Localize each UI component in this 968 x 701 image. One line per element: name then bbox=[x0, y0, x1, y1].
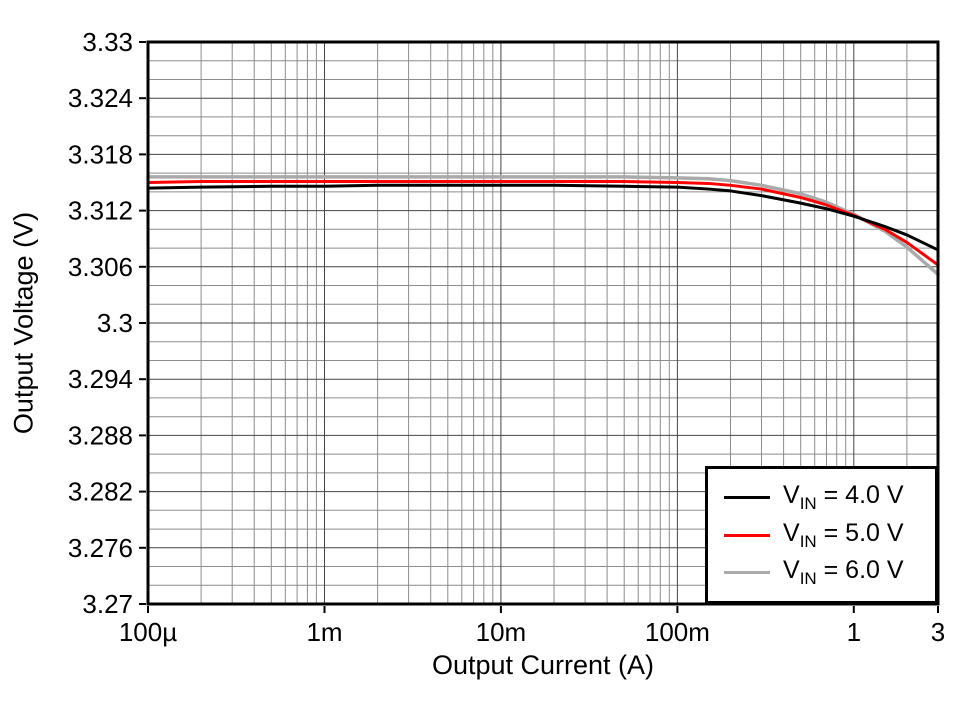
legend-label: VIN = 5.0 V bbox=[783, 518, 904, 551]
plot-frame bbox=[146, 40, 940, 606]
series-line-vin-5-0-v bbox=[146, 180, 940, 267]
series-line-vin-4-0-v bbox=[146, 183, 940, 252]
x-axis-title: Output Current (A) bbox=[431, 650, 655, 680]
x-tick-label: 100µ bbox=[119, 617, 177, 647]
legend-item: VIN = 5.0 V bbox=[724, 518, 931, 551]
y-tick-label: 3.318 bbox=[68, 139, 133, 169]
legend-item: VIN = 6.0 V bbox=[724, 555, 931, 588]
series-lines bbox=[146, 175, 940, 277]
y-tick-label: 3.276 bbox=[68, 533, 133, 563]
legend-line-swatch bbox=[724, 533, 770, 537]
legend-line-swatch bbox=[724, 570, 770, 574]
y-tick-labels: 3.27 3.276 3.282 3.288 3.294 3.3 3.306 3.312 3.3… bbox=[68, 27, 133, 619]
legend-label: VIN = 6.0 V bbox=[783, 555, 904, 588]
axis-ticks bbox=[139, 41, 939, 613]
major-gridlines bbox=[148, 42, 938, 604]
y-tick-label: 3.306 bbox=[68, 252, 133, 282]
x-tick-label: 10m bbox=[476, 617, 527, 647]
y-axis-title: Output Voltage (V) bbox=[8, 211, 39, 435]
x-tick-label: 3 bbox=[931, 617, 945, 647]
y-tick-label: 3.324 bbox=[68, 83, 133, 113]
legend-item: VIN = 4.0 V bbox=[724, 483, 931, 512]
legend: VIN = 4.0 V VIN = 5.0 V VIN = 6.0 V bbox=[705, 466, 938, 604]
x-tick-labels: 100µ 1m 10m 100m 1 3 bbox=[119, 617, 945, 647]
x-tick-label: 1 bbox=[847, 617, 861, 647]
y-tick-label: 3.294 bbox=[68, 364, 133, 394]
x-tick-label: 1m bbox=[306, 617, 342, 647]
y-tick-label: 3.33 bbox=[82, 27, 133, 57]
y-tick-label: 3.27 bbox=[82, 589, 133, 619]
y-tick-label: 3.312 bbox=[68, 196, 133, 226]
x-tick-label: 100m bbox=[645, 617, 710, 647]
y-tick-label: 3.3 bbox=[97, 308, 133, 338]
y-tick-label: 3.288 bbox=[68, 420, 133, 450]
y-tick-label: 3.282 bbox=[68, 477, 133, 507]
legend-line-swatch bbox=[724, 496, 770, 500]
legend-label: VIN = 4.0 V bbox=[783, 481, 904, 514]
